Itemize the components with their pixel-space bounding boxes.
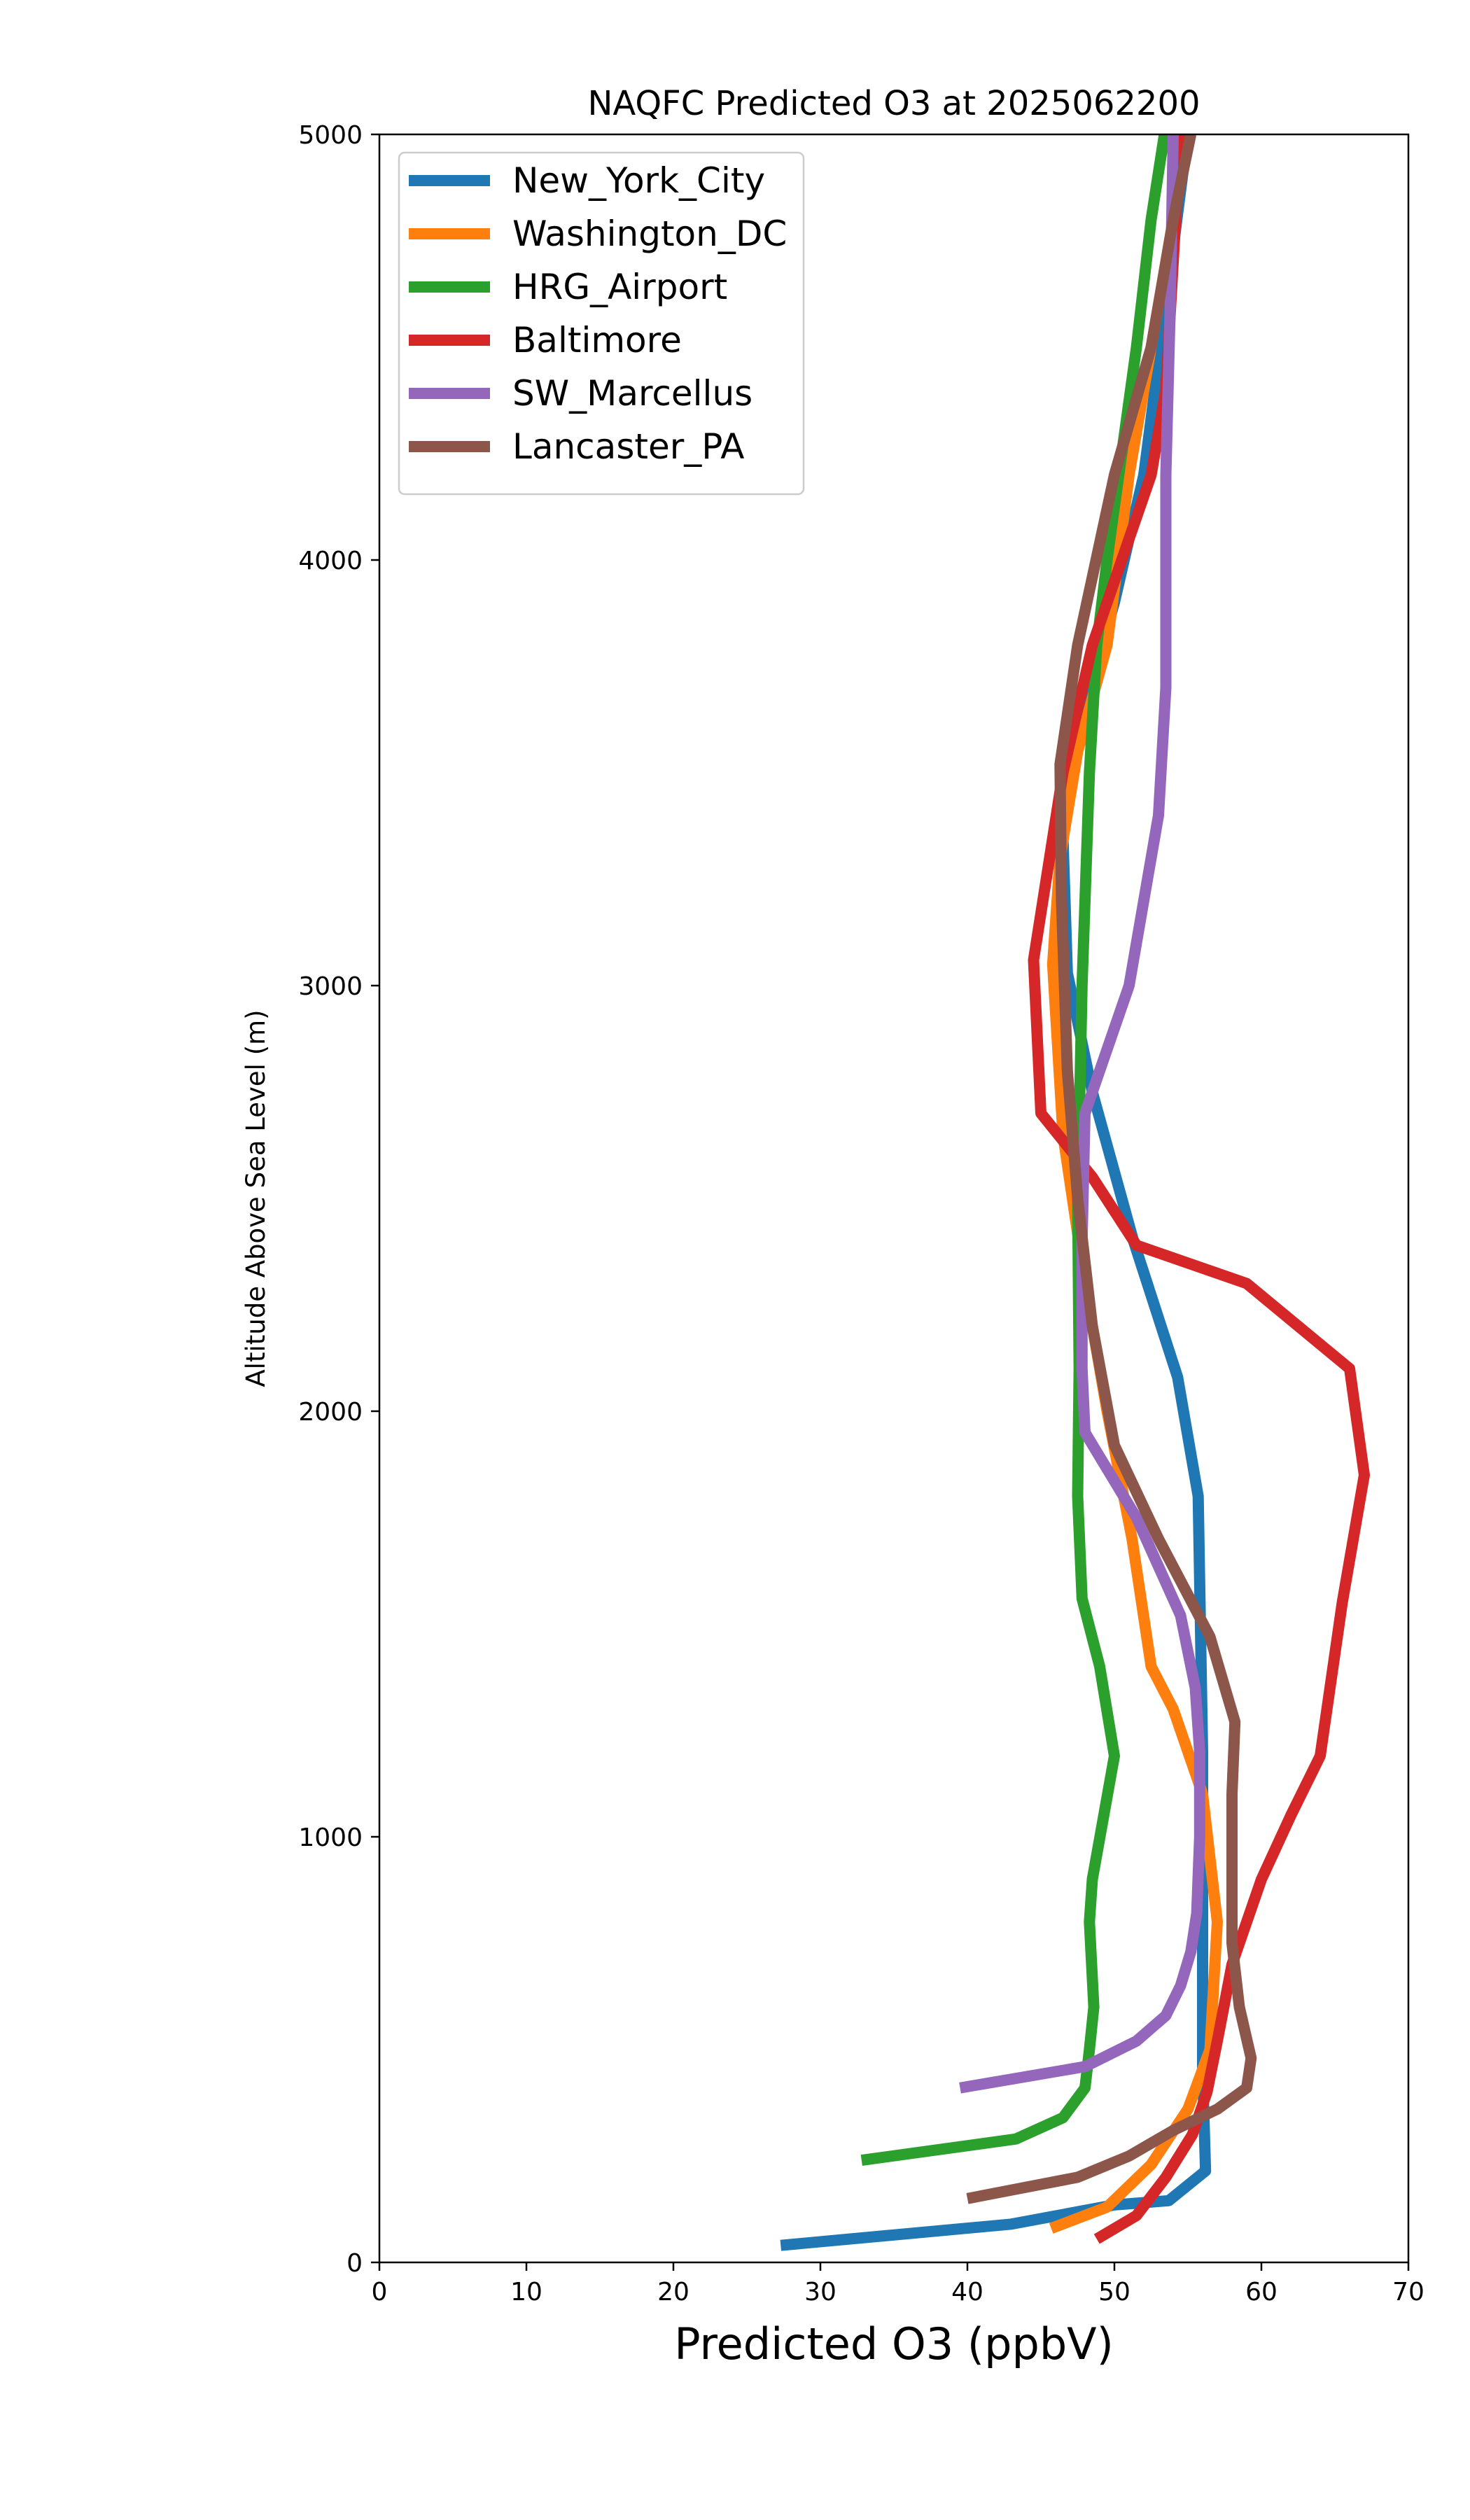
series-line-lancaster-pa — [966, 134, 1257, 2204]
x-tick-label: 70 — [1392, 2278, 1424, 2306]
legend-label: New_York_City — [512, 160, 765, 201]
y-tick-label: 1000 — [298, 1823, 363, 1852]
series-line-hrg-airport — [860, 134, 1170, 2166]
plot-frame — [378, 133, 1410, 2264]
ticks-layer: 0 10 20 30 40 50 60 70 0 1000 2000 3000 4000 5000 — [298, 121, 1424, 2306]
legend-box — [398, 151, 805, 496]
legend-label: HRG_Airport — [512, 267, 727, 307]
series-line-sw-marcellus — [959, 134, 1205, 2094]
x-tick-label: 50 — [1098, 2278, 1130, 2306]
y-tick-label: 0 — [346, 2249, 363, 2278]
x-tick-label: 20 — [657, 2278, 690, 2306]
y-tick-label: 2000 — [298, 1398, 363, 1427]
y-tick-label: 5000 — [298, 121, 363, 150]
x-tick-label: 10 — [510, 2278, 542, 2306]
legend-label: Baltimore — [512, 320, 682, 360]
legend-label: Lancaster_PA — [512, 426, 744, 467]
y-tick-label: 3000 — [298, 972, 363, 1001]
series-layer — [780, 134, 1370, 2251]
x-tick-label: 30 — [804, 2278, 836, 2306]
y-axis-title: Altitude Above Sea Level (m) — [241, 1009, 271, 1387]
x-axis-title: Predicted O3 (ppbV) — [674, 2318, 1114, 2370]
legend-label: Washington_DC — [512, 214, 787, 254]
series-line-baltimore — [1028, 134, 1370, 2244]
y-tick-label: 4000 — [298, 547, 363, 575]
x-tick-label: 60 — [1245, 2278, 1278, 2306]
x-tick-label: 40 — [951, 2278, 983, 2306]
legend-label: SW_Marcellus — [512, 373, 752, 414]
chart-title: NAQFC Predicted O3 at 2025062200 — [587, 84, 1200, 123]
x-tick-label: 0 — [372, 2278, 388, 2306]
legend: New_York_City Washington_DC HRG_Airport Bal… — [398, 151, 805, 496]
